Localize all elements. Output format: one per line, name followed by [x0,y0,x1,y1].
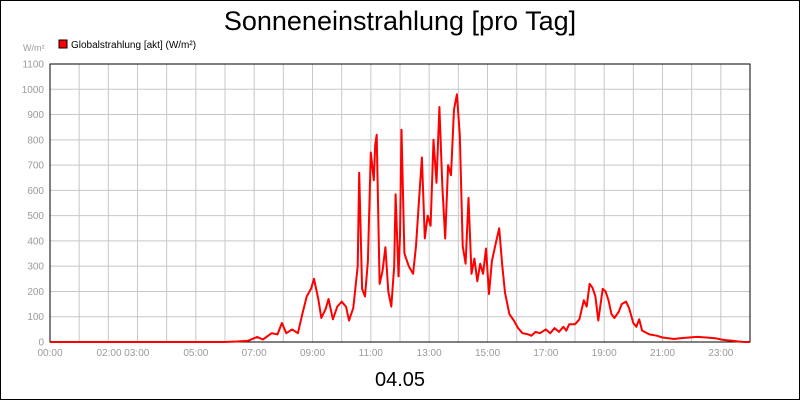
y-tick-label: 0 [38,338,44,349]
y-axis-unit-label: W/m² [23,43,45,53]
legend: Globalstrahlung [akt] (W/m²) [58,39,196,51]
y-tick-label: 1000 [22,85,45,96]
tick-labels: 0 100 200 300 400 500 600 700 800 900 1000 1100 00:0… [22,60,734,360]
y-tick-label: 400 [27,236,44,247]
x-tick-label: 09:00 [300,348,325,359]
legend-label: Globalstrahlung [akt] (W/m²) [71,40,196,51]
y-tick-label: 700 [27,161,44,172]
x-tick-label: 00:00 [37,348,62,359]
y-tick-label: 500 [27,211,44,222]
x-tick-label: 11:00 [359,348,384,359]
x-tick-label: 13:00 [417,348,442,359]
y-tick-label: 1100 [22,60,44,71]
y-tick-label: 300 [27,262,44,273]
series-line-globalstrahlung [50,93,750,343]
y-tick-label: 600 [27,186,44,197]
x-tick-label: 15:00 [475,348,500,359]
chart-title: Sonneneinstrahlung [pro Tag] [224,6,576,36]
y-tick-label: 100 [27,312,44,323]
x-tick-label: 07:00 [242,348,267,359]
x-tick-label: 23:00 [708,348,733,359]
x-tick-label: 17:00 [533,348,558,359]
x-tick-label: 21:00 [650,348,675,359]
y-tick-label: 200 [27,287,44,298]
plot-area-border [49,63,751,343]
x-tick-label: 05:00 [183,348,208,359]
date-label: 04.05 [375,369,425,391]
x-tick-label: 19:00 [592,348,617,359]
y-tick-label: 900 [27,110,44,121]
y-tick-label: 800 [27,135,44,146]
x-tick-label: 02:00 03:00 [97,348,150,359]
legend-swatch [58,39,68,49]
